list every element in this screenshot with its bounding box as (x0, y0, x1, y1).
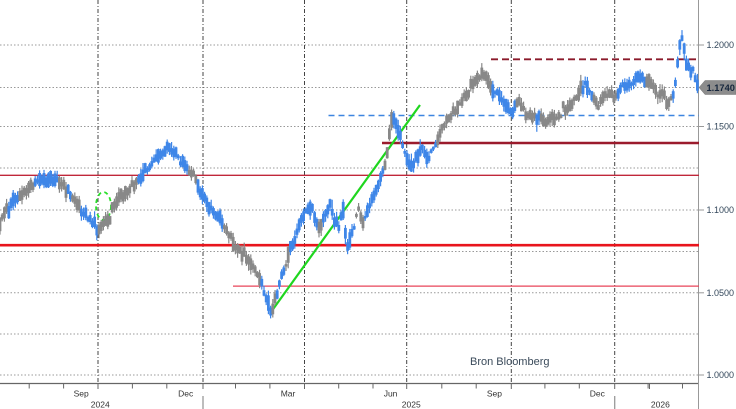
svg-text:2024: 2024 (91, 400, 110, 409)
svg-text:1.1740: 1.1740 (707, 83, 735, 93)
svg-text:Bron Bloomberg: Bron Bloomberg (470, 356, 550, 368)
svg-text:2025: 2025 (402, 400, 421, 409)
svg-text:Jun: Jun (384, 389, 398, 399)
svg-text:1.2000: 1.2000 (707, 40, 735, 50)
svg-text:Dec: Dec (590, 389, 606, 399)
svg-text:Mar: Mar (281, 389, 296, 399)
svg-text:Dec: Dec (178, 389, 194, 399)
svg-text:Sep: Sep (487, 389, 502, 399)
svg-text:1.0500: 1.0500 (707, 288, 735, 298)
svg-text:Sep: Sep (74, 389, 89, 399)
svg-text:2026: 2026 (651, 400, 670, 409)
svg-text:1.1500: 1.1500 (707, 122, 735, 132)
svg-text:1.1000: 1.1000 (707, 205, 735, 215)
svg-text:1.0000: 1.0000 (707, 370, 735, 380)
